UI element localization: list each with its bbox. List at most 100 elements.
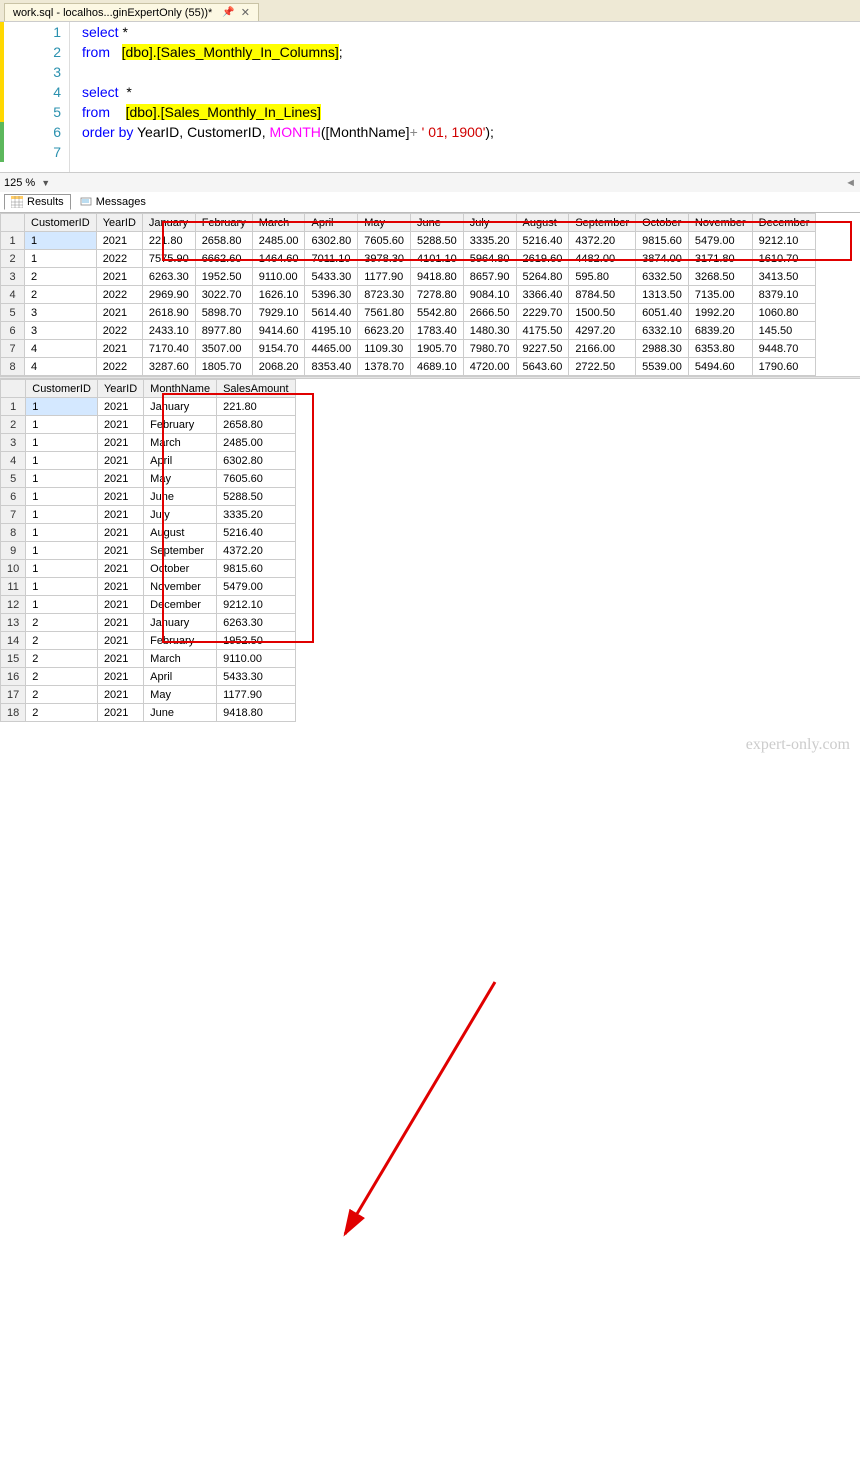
cell[interactable]: 5288.50 xyxy=(217,488,295,506)
cell[interactable]: 2021 xyxy=(97,416,143,434)
column-header[interactable]: March xyxy=(252,214,305,232)
cell[interactable]: 2021 xyxy=(97,398,143,416)
cell[interactable]: 7929.10 xyxy=(252,304,305,322)
cell[interactable]: 7980.70 xyxy=(463,340,516,358)
cell[interactable]: 1480.30 xyxy=(463,322,516,340)
cell[interactable]: 2618.90 xyxy=(142,304,195,322)
code-content[interactable]: select * from [dbo].[Sales_Monthly_In_Co… xyxy=(70,22,860,172)
cell[interactable]: June xyxy=(144,488,217,506)
cell[interactable]: 1177.90 xyxy=(358,268,411,286)
cell[interactable]: 5216.40 xyxy=(516,232,569,250)
column-header[interactable]: May xyxy=(358,214,411,232)
cell[interactable]: February xyxy=(144,416,217,434)
cell[interactable]: 8977.80 xyxy=(195,322,252,340)
cell[interactable]: 7278.80 xyxy=(411,286,464,304)
cell[interactable]: 4465.00 xyxy=(305,340,358,358)
cell[interactable]: 2 xyxy=(26,686,98,704)
cell[interactable]: 3366.40 xyxy=(516,286,569,304)
cell[interactable]: 1 xyxy=(26,434,98,452)
row-number[interactable]: 2 xyxy=(1,250,25,268)
cell[interactable]: 2022 xyxy=(96,286,142,304)
row-number[interactable]: 4 xyxy=(1,452,26,470)
cell[interactable]: 7605.60 xyxy=(217,470,295,488)
cell[interactable]: 2 xyxy=(25,268,97,286)
cell[interactable]: 2021 xyxy=(97,704,143,722)
cell[interactable]: 1805.70 xyxy=(195,358,252,376)
cell[interactable]: 9418.80 xyxy=(411,268,464,286)
cell[interactable]: 2021 xyxy=(96,304,142,322)
scroll-left-icon[interactable]: ◄ xyxy=(845,177,856,189)
cell[interactable]: 2068.20 xyxy=(252,358,305,376)
cell[interactable]: 4 xyxy=(25,358,97,376)
cell[interactable]: July xyxy=(144,506,217,524)
cell[interactable]: 1 xyxy=(26,416,98,434)
cell[interactable]: 2021 xyxy=(97,650,143,668)
code-editor[interactable]: 1 2 3 4 5 6 7 select * from [dbo].[Sales… xyxy=(0,22,860,172)
row-number[interactable]: 11 xyxy=(1,578,26,596)
cell[interactable]: 2 xyxy=(26,650,98,668)
cell[interactable]: 2021 xyxy=(97,488,143,506)
column-header[interactable]: January xyxy=(142,214,195,232)
row-number[interactable]: 9 xyxy=(1,542,26,560)
row-number[interactable]: 12 xyxy=(1,596,26,614)
cell[interactable]: 3 xyxy=(25,322,97,340)
cell[interactable]: 3022.70 xyxy=(195,286,252,304)
cell[interactable]: 1 xyxy=(26,560,98,578)
cell[interactable]: 3978.30 xyxy=(358,250,411,268)
row-number[interactable]: 1 xyxy=(1,398,26,416)
cell[interactable]: 3335.20 xyxy=(217,506,295,524)
row-number[interactable]: 8 xyxy=(1,358,25,376)
cell[interactable]: 3171.80 xyxy=(688,250,752,268)
column-header[interactable]: February xyxy=(195,214,252,232)
cell[interactable]: 5479.00 xyxy=(688,232,752,250)
column-header[interactable]: September xyxy=(569,214,636,232)
cell[interactable]: 9227.50 xyxy=(516,340,569,358)
cell[interactable]: 5264.80 xyxy=(516,268,569,286)
cell[interactable]: 1464.60 xyxy=(252,250,305,268)
cell[interactable]: 6353.80 xyxy=(688,340,752,358)
row-number[interactable]: 7 xyxy=(1,340,25,358)
cell[interactable]: 5433.30 xyxy=(305,268,358,286)
cell[interactable]: 9448.70 xyxy=(752,340,816,358)
cell[interactable]: 2021 xyxy=(97,470,143,488)
cell[interactable]: 1 xyxy=(26,452,98,470)
cell[interactable]: 6302.80 xyxy=(217,452,295,470)
cell[interactable]: 2988.30 xyxy=(636,340,689,358)
cell[interactable]: 1992.20 xyxy=(688,304,752,322)
row-number[interactable]: 16 xyxy=(1,668,26,686)
cell[interactable]: May xyxy=(144,686,217,704)
file-tab[interactable]: work.sql - localhos...ginExpertOnly (55)… xyxy=(4,3,259,21)
cell[interactable]: 2021 xyxy=(97,668,143,686)
row-number[interactable]: 18 xyxy=(1,704,26,722)
cell[interactable]: 4297.20 xyxy=(569,322,636,340)
column-header[interactable]: June xyxy=(411,214,464,232)
cell[interactable]: 1 xyxy=(26,524,98,542)
row-number[interactable]: 1 xyxy=(1,232,25,250)
cell[interactable]: 2022 xyxy=(96,358,142,376)
cell[interactable]: 1313.50 xyxy=(636,286,689,304)
cell[interactable]: January xyxy=(144,398,217,416)
cell[interactable]: August xyxy=(144,524,217,542)
cell[interactable]: 2022 xyxy=(96,250,142,268)
cell[interactable]: 5396.30 xyxy=(305,286,358,304)
cell[interactable]: 2166.00 xyxy=(569,340,636,358)
tab-results[interactable]: Results xyxy=(4,194,71,210)
cell[interactable]: 1626.10 xyxy=(252,286,305,304)
cell[interactable]: 2021 xyxy=(97,524,143,542)
row-number[interactable]: 6 xyxy=(1,322,25,340)
column-header[interactable]: July xyxy=(463,214,516,232)
cell[interactable]: 1 xyxy=(26,488,98,506)
cell[interactable]: 1378.70 xyxy=(358,358,411,376)
cell[interactable]: 1 xyxy=(25,232,97,250)
cell[interactable]: 4372.20 xyxy=(569,232,636,250)
cell[interactable]: 3507.00 xyxy=(195,340,252,358)
cell[interactable]: 1 xyxy=(25,250,97,268)
cell[interactable]: 2658.80 xyxy=(217,416,295,434)
cell[interactable]: 5898.70 xyxy=(195,304,252,322)
column-header[interactable]: December xyxy=(752,214,816,232)
cell[interactable]: 2 xyxy=(26,668,98,686)
row-number[interactable]: 6 xyxy=(1,488,26,506)
cell[interactable]: 2229.70 xyxy=(516,304,569,322)
cell[interactable]: 6332.50 xyxy=(636,268,689,286)
row-number[interactable]: 17 xyxy=(1,686,26,704)
